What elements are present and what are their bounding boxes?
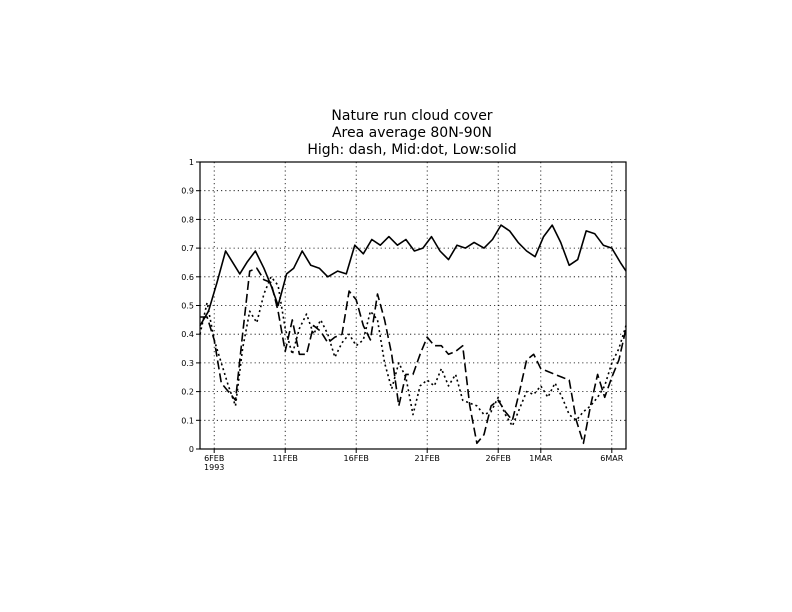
series-group	[199, 224, 627, 445]
chart-title-line-3: High: dash, Mid:dot, Low:solid	[307, 142, 516, 158]
series-line-high	[200, 267, 627, 445]
axes: 00.10.20.30.40.50.60.70.80.916FEB199311F…	[181, 158, 623, 472]
y-tick-label: 0.8	[181, 215, 194, 224]
x-tick-label: 6MAR	[600, 454, 623, 463]
series-line-low	[199, 224, 627, 327]
grid	[200, 162, 626, 449]
y-tick-label: 0.5	[181, 302, 194, 311]
chart-title-line-2: Area average 80N-90N	[332, 125, 492, 141]
y-tick-label: 0.2	[181, 388, 194, 397]
y-tick-label: 0.7	[181, 244, 194, 253]
series-line-mid	[199, 275, 627, 427]
y-tick-label: 0.4	[181, 330, 194, 339]
y-tick-label: 0.1	[181, 416, 194, 425]
y-tick-label: 0.6	[181, 273, 194, 282]
y-tick-label: 0.3	[181, 359, 194, 368]
x-tick-label: 21FEB	[415, 454, 440, 463]
x-tick-sublabel: 1993	[204, 463, 224, 472]
x-tick-label: 1MAR	[529, 454, 552, 463]
x-tick-label: 16FEB	[344, 454, 369, 463]
y-tick-label: 0	[189, 445, 194, 454]
y-tick-label: 0.9	[181, 187, 194, 196]
x-tick-label: 11FEB	[273, 454, 298, 463]
y-tick-label: 1	[189, 158, 194, 167]
x-tick-label: 26FEB	[486, 454, 511, 463]
x-tick-label: 6FEB	[204, 454, 224, 463]
chart-title-line-1: Nature run cloud cover	[331, 108, 492, 124]
